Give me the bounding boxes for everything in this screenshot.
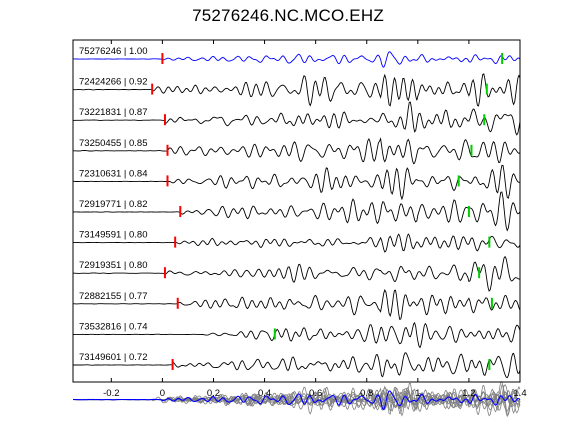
- x-tick-label-5: 0.8: [360, 388, 373, 399]
- trace-label-2: 73221831 | 0.87: [79, 107, 148, 118]
- chart-title: 75276246.NC.MCO.EHZ: [192, 6, 384, 25]
- x-tick-label-0: -0.2: [103, 388, 119, 399]
- x-tick-label-4: 0.6: [309, 388, 322, 399]
- trace-line-4: [72, 164, 521, 201]
- trace-line-8: [72, 288, 521, 320]
- trace-label-9: 73532816 | 0.74: [79, 321, 148, 332]
- trace-line-7: [72, 255, 521, 292]
- x-tick-label-6: 1: [415, 388, 420, 399]
- stack-reference-trace: [73, 390, 521, 411]
- x-tick-label-1: 0: [160, 388, 165, 399]
- trace-line-6: [73, 233, 521, 253]
- trace-label-6: 73149591 | 0.80: [79, 230, 148, 241]
- trace-line-10: [73, 352, 521, 379]
- trace-label-0: 75276246 | 1.00: [79, 46, 148, 57]
- x-tick-label-7: 1.2: [462, 388, 475, 399]
- trace-line-9: [72, 321, 521, 349]
- x-tick-label-2: 0.2: [207, 388, 220, 399]
- trace-line-2: [72, 101, 521, 136]
- trace-label-8: 72882155 | 0.77: [79, 291, 148, 302]
- trace-label-7: 72919351 | 0.80: [79, 260, 148, 271]
- trace-label-3: 73250455 | 0.85: [79, 138, 148, 149]
- x-tick-label-3: 0.4: [258, 388, 271, 399]
- trace-line-3: [73, 137, 521, 165]
- trace-line-1: [72, 73, 521, 107]
- trace-line-0: [73, 51, 521, 68]
- trace-label-10: 73149601 | 0.72: [79, 352, 148, 363]
- trace-label-4: 72310631 | 0.84: [79, 168, 148, 179]
- trace-label-5: 72919771 | 0.82: [79, 199, 148, 210]
- trace-label-1: 72424266 | 0.92: [79, 77, 148, 88]
- trace-line-5: [72, 191, 521, 232]
- x-tick-label-8: 1.4: [513, 388, 526, 399]
- plot-frame: [72, 39, 521, 383]
